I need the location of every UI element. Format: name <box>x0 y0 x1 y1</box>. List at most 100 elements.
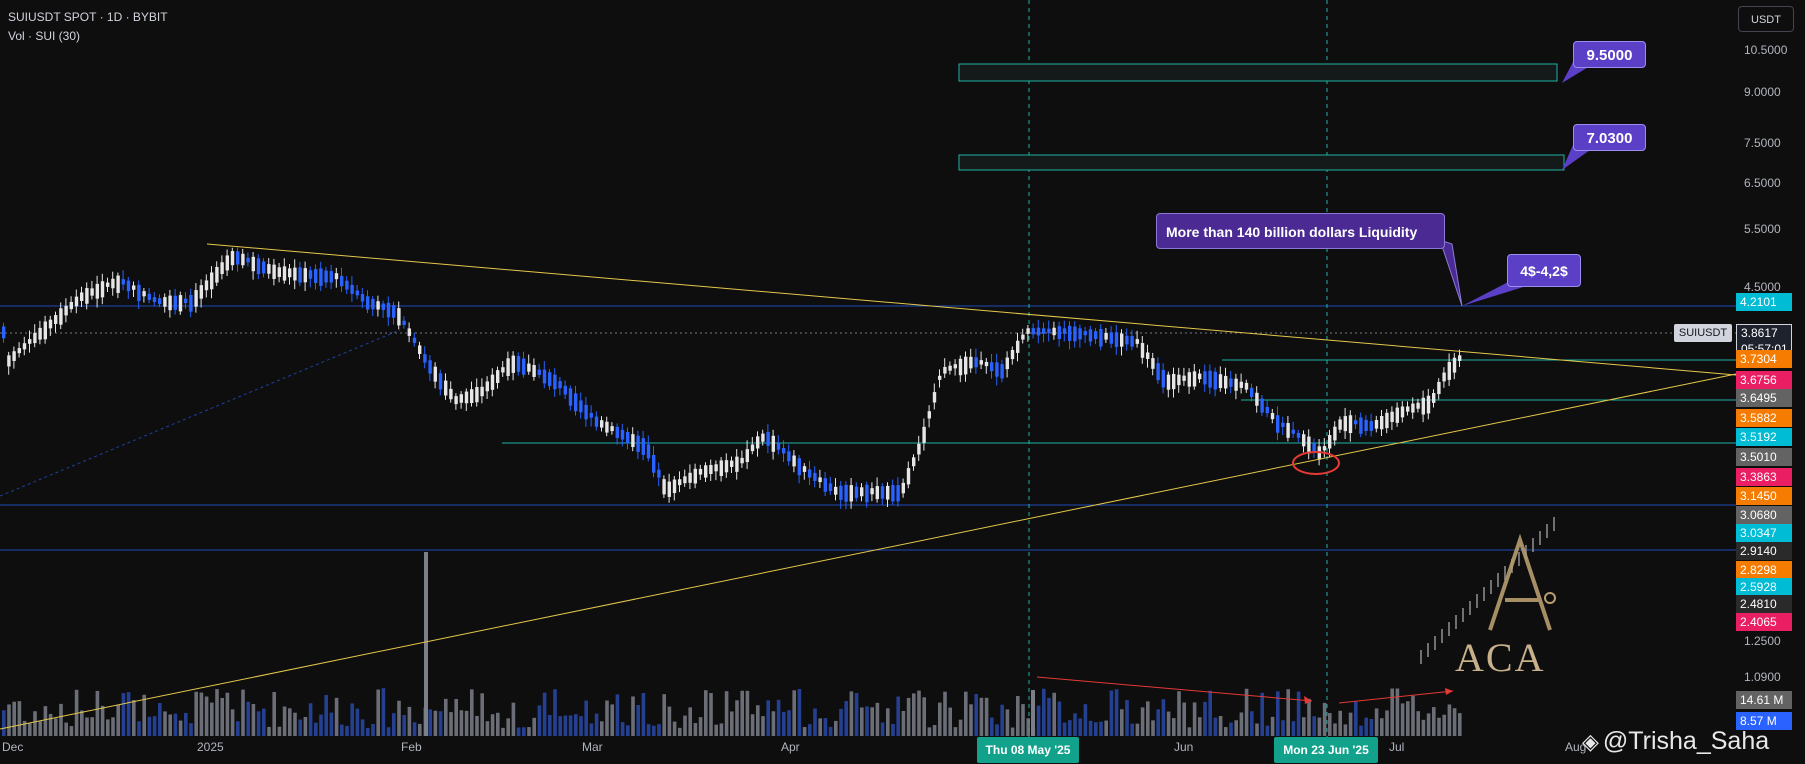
candle-body <box>849 485 853 502</box>
binance-icon: ◈ <box>1582 729 1599 754</box>
candle-body <box>1026 328 1030 334</box>
price-axis-tick: 9.0000 <box>1744 85 1781 99</box>
candle-body <box>860 487 864 497</box>
volume-bar <box>1395 688 1400 736</box>
candle-body <box>1208 370 1212 388</box>
volume-bar <box>683 715 687 736</box>
candle-body <box>1104 332 1108 340</box>
candle-body <box>626 431 630 444</box>
candle-body <box>236 251 240 265</box>
volume-bar <box>797 689 802 736</box>
volume-bar <box>251 704 256 736</box>
candle-body <box>688 472 692 483</box>
volume-bar <box>1016 695 1020 736</box>
candle-body <box>1416 402 1420 409</box>
volume-bar <box>1078 718 1082 736</box>
candle-body <box>1447 362 1451 380</box>
symbol-title[interactable]: SUIUSDT SPOT · 1D · BYBIT <box>8 10 168 24</box>
projection-candle <box>1476 594 1478 608</box>
volume-bar <box>100 705 105 736</box>
volume-bar <box>979 697 984 736</box>
candle-body <box>615 426 619 439</box>
price-level-tag: 3.0347 <box>1736 524 1792 542</box>
candle-body <box>1177 374 1181 386</box>
target-callout-high[interactable]: 9.5000 <box>1573 41 1646 68</box>
candle-body <box>2 326 6 339</box>
candle-body <box>912 457 916 467</box>
projection-candle <box>1553 517 1555 531</box>
price-level-tag: 3.1450 <box>1736 487 1792 505</box>
volume-bar <box>927 727 932 736</box>
range-callout[interactable]: 4$-4,2$ <box>1507 254 1581 287</box>
volume-bar <box>1104 720 1108 736</box>
volume-bar <box>152 716 157 736</box>
candle-body <box>1052 327 1056 336</box>
volume-bar <box>584 700 588 736</box>
candle-body <box>428 360 432 374</box>
candle-body <box>241 253 245 266</box>
candle-body <box>771 435 775 452</box>
volume-bar <box>1458 713 1462 736</box>
volume-bar <box>532 717 536 736</box>
currency-button[interactable]: USDT <box>1738 6 1794 32</box>
volume-bar <box>995 724 999 736</box>
candle-body <box>922 426 926 443</box>
candle-body <box>1125 335 1129 345</box>
candle-body <box>1192 371 1197 387</box>
volume-bar <box>724 691 729 736</box>
candle-body <box>314 269 318 283</box>
volume-bar <box>1224 727 1228 736</box>
candle-body <box>548 372 552 387</box>
candle-body <box>137 284 141 302</box>
candle-body <box>80 292 84 301</box>
volume-bar <box>1369 718 1374 736</box>
candle-body <box>1161 369 1165 388</box>
volume-bar <box>412 722 417 736</box>
candle-body <box>828 483 833 492</box>
volume-bar <box>1161 699 1166 736</box>
volume-bar <box>1042 688 1046 736</box>
volume-bar <box>761 716 765 736</box>
volume-bar <box>563 715 568 736</box>
candle-body <box>1333 426 1337 441</box>
candle-body <box>953 364 957 369</box>
candle-body <box>1411 403 1415 413</box>
volume-bar <box>501 727 505 736</box>
target-callout-mid[interactable]: 7.0300 <box>1573 124 1646 151</box>
volume-bar <box>28 723 32 736</box>
volume-bar <box>745 690 750 736</box>
candle-body <box>553 374 557 390</box>
volume-indicator-label[interactable]: Vol · SUI (30) <box>8 29 81 43</box>
volume-bar <box>990 717 994 736</box>
price-level-tag: 3.3863 <box>1736 468 1792 486</box>
volume-bar <box>106 719 110 736</box>
volume-bar <box>173 713 178 736</box>
candle-body <box>797 458 801 476</box>
candle-body <box>610 426 614 432</box>
volume-bar <box>345 725 349 736</box>
volume-bar <box>730 711 734 736</box>
volume-bar <box>870 707 874 736</box>
volume-bar <box>1265 725 1270 736</box>
volume-bar <box>860 707 864 736</box>
volume-bar <box>548 714 552 736</box>
candle-body <box>350 285 354 294</box>
volume-bar <box>236 721 240 736</box>
candle-body <box>1021 334 1025 340</box>
volume-bar <box>1343 724 1348 736</box>
volume-bar <box>386 727 391 736</box>
volume-bar <box>958 719 963 736</box>
volume-bar <box>839 708 843 736</box>
liquidity-callout[interactable]: More than 140 billion dollars Liquidity <box>1156 213 1445 249</box>
volume-bar <box>1281 720 1285 736</box>
volume-bar <box>38 721 42 736</box>
candle-body <box>516 356 521 372</box>
volume-bar <box>568 715 573 736</box>
volume-bar <box>948 707 952 736</box>
candle-body <box>444 380 448 396</box>
candle-body <box>766 431 770 446</box>
candle-body <box>412 337 417 344</box>
volume-bar <box>782 711 786 736</box>
aca-logo-icon <box>1488 533 1552 631</box>
